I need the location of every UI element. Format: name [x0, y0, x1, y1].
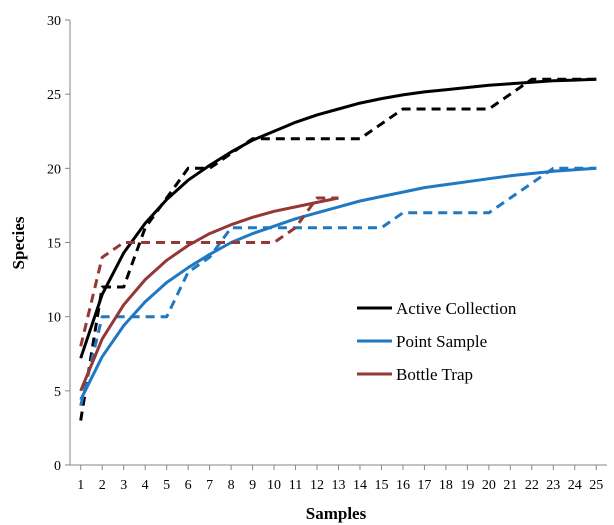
y-tick-label: 25 [47, 88, 61, 103]
x-tick-label: 2 [99, 478, 106, 493]
x-tick-label: 10 [267, 478, 281, 493]
x-tick-label: 5 [163, 478, 170, 493]
x-tick-label: 12 [310, 478, 324, 493]
legend-label: Active Collection [396, 299, 517, 318]
series-line-5-dashed [81, 198, 339, 346]
x-tick-label: 23 [546, 478, 560, 493]
x-tick-label: 14 [353, 478, 367, 493]
y-axis-ticks: 0 5 10 15 20 25 30 [47, 14, 70, 474]
x-tick-label: 3 [120, 478, 127, 493]
x-axis-title: Samples [306, 504, 367, 523]
series-lines [81, 79, 597, 420]
x-tick-label: 1 [77, 478, 84, 493]
series-line-1-dashed [81, 79, 597, 420]
y-tick-label: 5 [54, 385, 61, 400]
y-tick-label: 10 [47, 311, 61, 326]
x-tick-label: 7 [206, 478, 213, 493]
x-tick-label: 24 [568, 478, 582, 493]
x-tick-label: 15 [374, 478, 388, 493]
x-axis-ticks: 1 2 3 4 5 6 7 8 9 10 11 12 13 14 15 16 17 18 19 20 21 22 23 24 2… [77, 465, 603, 493]
y-tick-label: 15 [47, 237, 61, 252]
x-tick-label: 20 [482, 478, 496, 493]
x-tick-label: 19 [460, 478, 474, 493]
x-tick-label: 16 [396, 478, 410, 493]
legend: Active Collection Point Sample Bottle Trap [357, 299, 517, 384]
x-tick-label: 17 [417, 478, 431, 493]
axes [70, 20, 607, 465]
series-line-2-solid [81, 168, 597, 399]
y-tick-label: 20 [47, 162, 61, 177]
x-tick-label: 21 [503, 478, 517, 493]
x-tick-label: 18 [439, 478, 453, 493]
x-tick-label: 25 [589, 478, 603, 493]
series-line-0-solid [81, 79, 597, 358]
x-tick-label: 22 [525, 478, 539, 493]
x-tick-label: 11 [289, 478, 302, 493]
x-tick-label: 13 [332, 478, 346, 493]
x-tick-label: 6 [185, 478, 192, 493]
legend-label: Bottle Trap [396, 365, 473, 384]
x-tick-label: 8 [228, 478, 235, 493]
y-tick-label: 30 [47, 14, 61, 29]
series-line-3-dashed [81, 168, 597, 405]
y-tick-label: 0 [54, 459, 61, 474]
x-tick-label: 9 [249, 478, 256, 493]
y-axis-title: Species [9, 216, 28, 269]
x-tick-label: 4 [142, 478, 149, 493]
legend-label: Point Sample [396, 332, 487, 351]
